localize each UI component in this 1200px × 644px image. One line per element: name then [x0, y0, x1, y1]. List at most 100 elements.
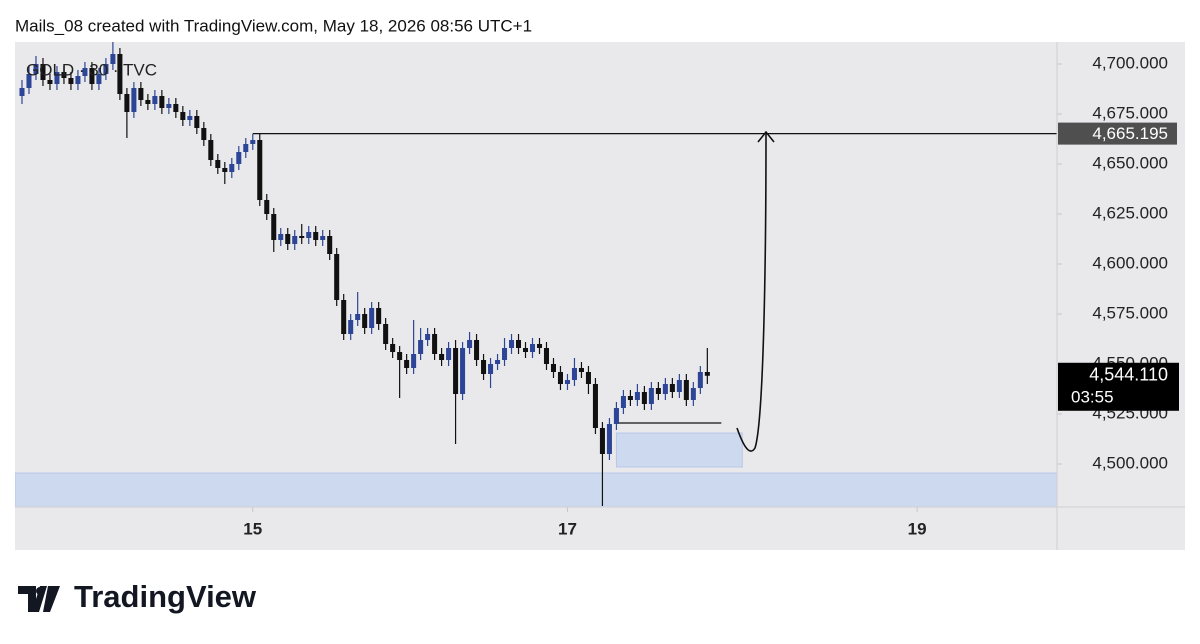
- candle-body: [159, 96, 165, 108]
- candle-body: [550, 364, 557, 372]
- candle-body: [536, 344, 543, 348]
- candle-body: [683, 380, 689, 400]
- candle-body: [26, 74, 32, 88]
- candle-body: [578, 368, 584, 372]
- candle-body: [488, 364, 494, 374]
- axes: 4,500.0004,525.0004,550.0004,575.0004,60…: [243, 53, 1179, 538]
- candle-body: [341, 300, 347, 334]
- candle-body: [40, 64, 46, 80]
- candle-body: [564, 380, 570, 384]
- candle-body: [131, 88, 137, 112]
- candle-body: [697, 372, 703, 388]
- candle-body: [166, 104, 172, 108]
- candle-body: [124, 94, 130, 112]
- candle-body: [82, 68, 88, 76]
- candle-body: [397, 352, 403, 360]
- candle-body: [313, 232, 319, 240]
- candle-body: [47, 80, 53, 84]
- candle-body: [110, 54, 116, 64]
- candle-body: [474, 340, 480, 360]
- candle-body: [627, 396, 633, 400]
- candle-body: [460, 348, 466, 394]
- y-tick-label: 4,700.000: [1092, 53, 1168, 72]
- candle-body: [376, 308, 382, 324]
- price-tag-label: 4,544.110: [1089, 365, 1168, 385]
- candle-body: [257, 140, 263, 200]
- candle-body: [334, 254, 340, 300]
- candle-body: [194, 116, 200, 128]
- candle-body: [669, 384, 675, 392]
- candle-body: [655, 388, 661, 394]
- candle-body: [641, 392, 647, 404]
- candle-body: [613, 408, 619, 424]
- candle-body: [264, 200, 270, 214]
- candle-body: [355, 314, 361, 320]
- candle-body: [648, 388, 654, 404]
- candle-body: [33, 64, 39, 74]
- logo-dot: [36, 587, 44, 595]
- candle-body: [250, 140, 256, 144]
- candle-body: [327, 236, 333, 254]
- chart-frame: [15, 42, 1185, 550]
- attribution: Mails_08 created with TradingView.com, M…: [15, 16, 532, 35]
- candle-body: [585, 372, 591, 384]
- candle-body: [439, 354, 445, 360]
- candle-body: [278, 234, 284, 240]
- candle-body: [522, 348, 529, 352]
- candle-body: [557, 372, 563, 384]
- y-tick-label: 4,650.000: [1092, 153, 1168, 172]
- candle-body: [222, 168, 228, 172]
- projection-arrow: [736, 133, 767, 452]
- candle-body: [571, 368, 577, 380]
- candle-body: [599, 428, 605, 454]
- symbol-label: GOLD · 30 · TVC: [26, 60, 157, 79]
- candle-body: [495, 360, 501, 364]
- candle-body: [299, 236, 305, 238]
- candle-body: [320, 236, 326, 240]
- level-tag: [1058, 122, 1177, 145]
- candle-body: [634, 392, 640, 400]
- candle-body: [138, 88, 144, 100]
- candle-body: [453, 348, 459, 394]
- candle-body: [54, 72, 60, 84]
- candle-body: [592, 384, 598, 428]
- candle-body: [704, 372, 710, 376]
- plot-area: [15, 42, 1057, 507]
- candle-body: [690, 388, 696, 400]
- candle-body: [306, 232, 312, 238]
- candle-body: [145, 100, 151, 104]
- candle-body: [215, 160, 221, 168]
- candle-body: [180, 112, 186, 120]
- y-tick-label: 4,625.000: [1092, 203, 1168, 222]
- zone: [615, 432, 743, 468]
- candle-body: [676, 380, 682, 392]
- candle-body: [446, 348, 452, 360]
- candle-body: [68, 78, 74, 84]
- candle-body: [432, 334, 438, 354]
- candle-body: [620, 396, 626, 408]
- candle-body: [285, 234, 291, 244]
- x-tick-label: 15: [243, 519, 262, 538]
- zone: [15, 472, 1057, 507]
- price-tag: [1058, 362, 1179, 411]
- candle-body: [481, 360, 487, 374]
- candle-body: [502, 348, 508, 360]
- candle-body: [96, 74, 102, 84]
- candle-body: [117, 54, 123, 94]
- candle-body: [152, 96, 158, 104]
- candle-body: [369, 308, 375, 328]
- y-tick-label: 4,600.000: [1092, 253, 1168, 272]
- candle-body: [418, 340, 424, 354]
- arrow-head: [757, 130, 775, 143]
- candle-body: [208, 140, 214, 160]
- candle-body: [61, 72, 67, 78]
- candle-body: [404, 360, 410, 368]
- candle-body: [229, 164, 235, 172]
- brand-logo: TradingView: [18, 579, 257, 614]
- candle-body: [201, 128, 207, 140]
- y-tick-label: 4,675.000: [1092, 103, 1168, 122]
- candle-body: [515, 340, 522, 348]
- candle-body: [89, 68, 95, 84]
